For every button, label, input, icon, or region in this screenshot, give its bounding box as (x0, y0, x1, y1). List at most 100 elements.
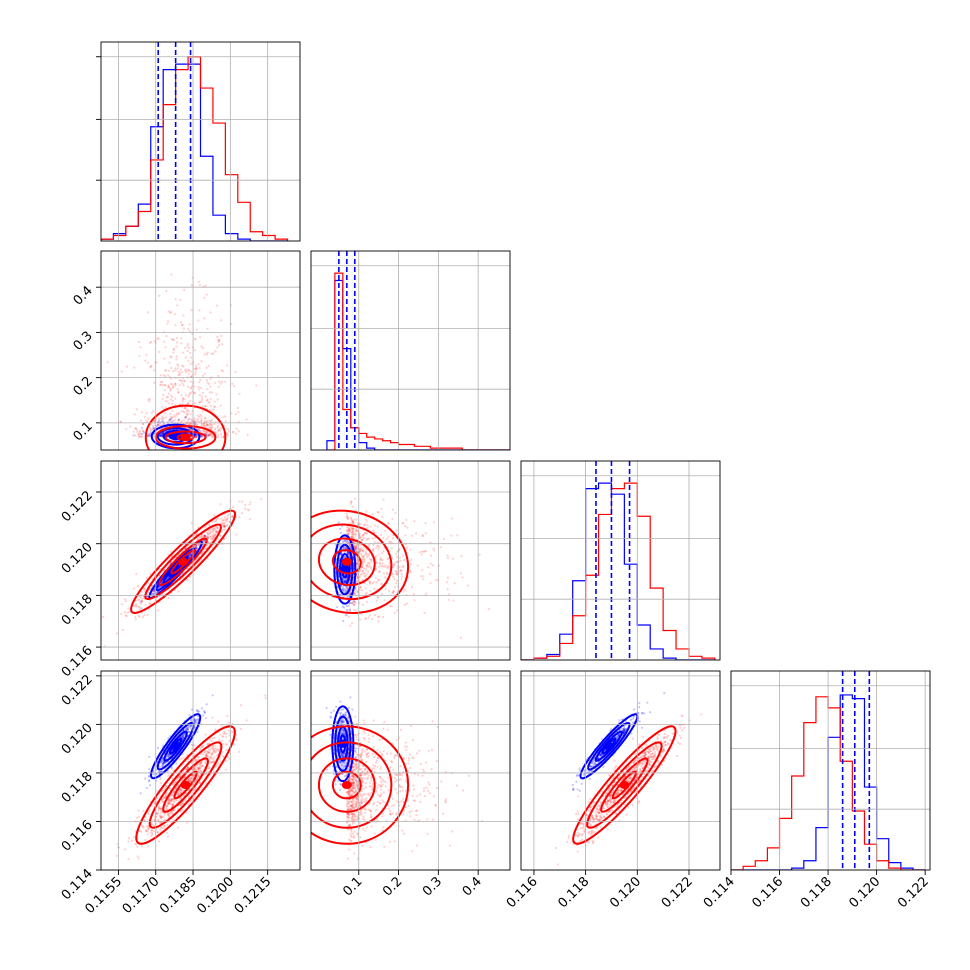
scatter-point (211, 751, 214, 755)
scatter-point (395, 569, 398, 573)
scatter-point (210, 418, 213, 422)
scatter-point (225, 748, 228, 752)
hist-param-3-grid (521, 461, 720, 660)
scatter-point (206, 381, 209, 384)
scatter-point (202, 430, 205, 433)
scatter-p3-vs-p2-contours-2 (311, 509, 410, 614)
scatter-point (353, 497, 357, 500)
scatter-point (195, 546, 198, 549)
scatter-point (368, 563, 371, 567)
scatter-point (140, 597, 143, 600)
scatter-point (193, 433, 197, 437)
scatter-point (396, 572, 399, 575)
scatter-point (238, 500, 241, 503)
scatter-point (342, 588, 345, 591)
scatter-point (359, 547, 362, 550)
scatter-point (199, 336, 202, 339)
scatter-point (186, 412, 189, 416)
density-peak (178, 557, 189, 566)
scatter-point (175, 799, 178, 802)
scatter-point (368, 565, 371, 568)
scatter-point (170, 799, 173, 803)
scatter-point (209, 530, 212, 534)
scatter-point (198, 283, 202, 287)
scatter-point (197, 758, 200, 761)
scatter-point (205, 434, 208, 437)
scatter-point (377, 544, 380, 547)
scatter-point (421, 535, 424, 538)
scatter-point (190, 284, 193, 287)
scatter-point (446, 576, 449, 579)
scatter-point (376, 510, 379, 514)
scatter-point (189, 554, 192, 557)
scatter-point (174, 383, 177, 386)
scatter-point (383, 599, 386, 602)
scatter-point (177, 783, 180, 787)
scatter-point (223, 525, 226, 528)
scatter-point (179, 803, 182, 806)
scatter-point (143, 587, 146, 590)
scatter-point (209, 434, 212, 437)
scatter-point (370, 617, 374, 621)
scatter-point (187, 395, 190, 398)
scatter-point (359, 548, 362, 552)
scatter-point (361, 579, 364, 582)
scatter-point (382, 498, 385, 501)
scatter-point (356, 530, 359, 533)
scatter-point (222, 521, 225, 524)
scatter-point (459, 572, 463, 575)
scatter-p3-vs-p2-frame (310, 460, 511, 661)
scatter-point (153, 800, 156, 803)
scatter-point (369, 558, 372, 561)
scatter-point (212, 749, 216, 753)
scatter-point (217, 338, 220, 342)
scatter-point (207, 434, 211, 437)
contour-line (311, 523, 393, 601)
scatter-point (381, 593, 384, 596)
scatter-point (344, 539, 347, 542)
scatter-point (141, 422, 145, 426)
scatter-point (185, 416, 188, 419)
scatter-point (223, 525, 227, 528)
scatter-point (343, 579, 346, 582)
scatter-point (148, 432, 151, 436)
scatter-point (127, 840, 130, 843)
scatter-point (363, 554, 366, 557)
scatter-point (212, 407, 215, 411)
scatter-point (364, 587, 367, 590)
scatter-point (349, 530, 352, 533)
scatter-point (401, 565, 404, 569)
scatter-point (205, 422, 208, 426)
scatter-point (159, 816, 162, 819)
scatter-point (194, 435, 197, 438)
scatter-point (222, 435, 225, 438)
scatter-point (369, 566, 372, 569)
scatter-point (207, 423, 210, 426)
scatter-point (198, 367, 201, 370)
scatter-point (188, 544, 191, 547)
scatter-point (187, 795, 190, 798)
scatter-point (353, 600, 356, 604)
scatter-point (345, 547, 348, 550)
scatter-point (170, 800, 173, 803)
scatter-point (367, 545, 370, 548)
scatter-point (369, 589, 372, 592)
scatter-point (193, 774, 196, 777)
scatter-point (171, 798, 174, 801)
scatter-point (150, 829, 153, 832)
scatter-point (246, 508, 249, 511)
scatter-point (433, 549, 436, 552)
scatter-point (217, 385, 220, 388)
scatter-point (387, 564, 390, 567)
scatter-point (427, 566, 430, 569)
scatter-point (345, 587, 348, 590)
hist-param-3-series-1 (521, 482, 715, 660)
scatter-point (189, 799, 192, 802)
scatter-point (209, 427, 212, 430)
scatter-point (160, 383, 163, 387)
scatter-point (224, 525, 227, 528)
scatter-point (354, 533, 358, 536)
scatter-point (189, 362, 192, 365)
scatter-point (185, 811, 188, 814)
scatter-point (352, 599, 355, 603)
